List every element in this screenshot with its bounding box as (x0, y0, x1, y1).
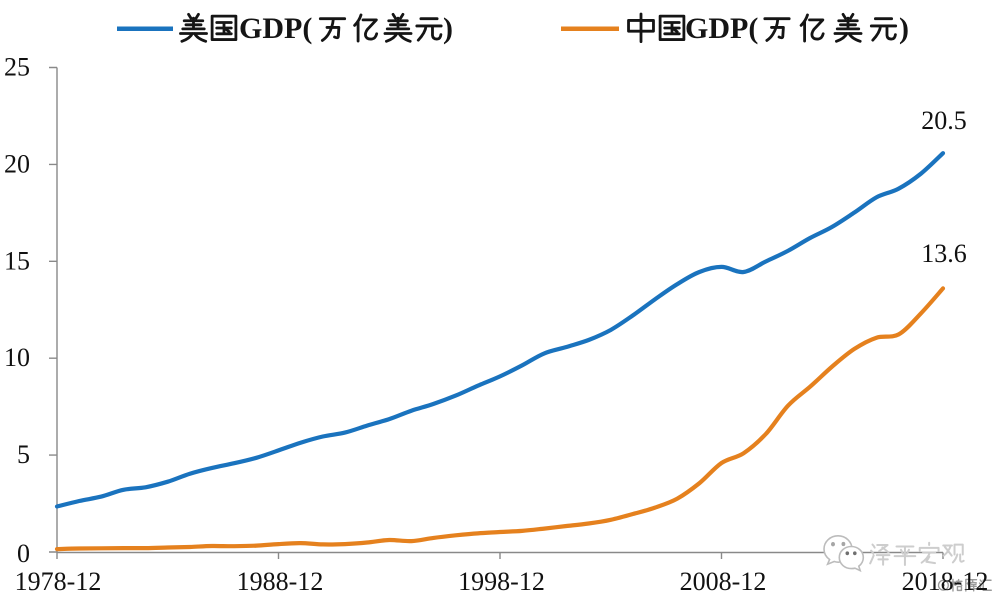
svg-text:13.6: 13.6 (921, 239, 967, 268)
svg-text:10: 10 (4, 343, 30, 372)
svg-text:): ) (443, 12, 453, 45)
svg-text:1988-12: 1988-12 (237, 567, 324, 596)
svg-text:): ) (899, 12, 909, 45)
svg-text:GDP(: GDP( (239, 12, 312, 45)
svg-text:25: 25 (4, 53, 30, 82)
svg-text:5: 5 (17, 440, 30, 469)
svg-text:0: 0 (17, 539, 30, 568)
svg-text:1998-12: 1998-12 (458, 567, 545, 596)
svg-text:15: 15 (4, 246, 30, 275)
svg-text:20: 20 (4, 149, 30, 178)
svg-text:2018-12: 2018-12 (902, 567, 989, 596)
svg-text:2008-12: 2008-12 (680, 567, 767, 596)
svg-text:20.5: 20.5 (921, 106, 967, 135)
svg-text:GDP(: GDP( (685, 12, 758, 45)
svg-text:1978-12: 1978-12 (15, 567, 102, 596)
